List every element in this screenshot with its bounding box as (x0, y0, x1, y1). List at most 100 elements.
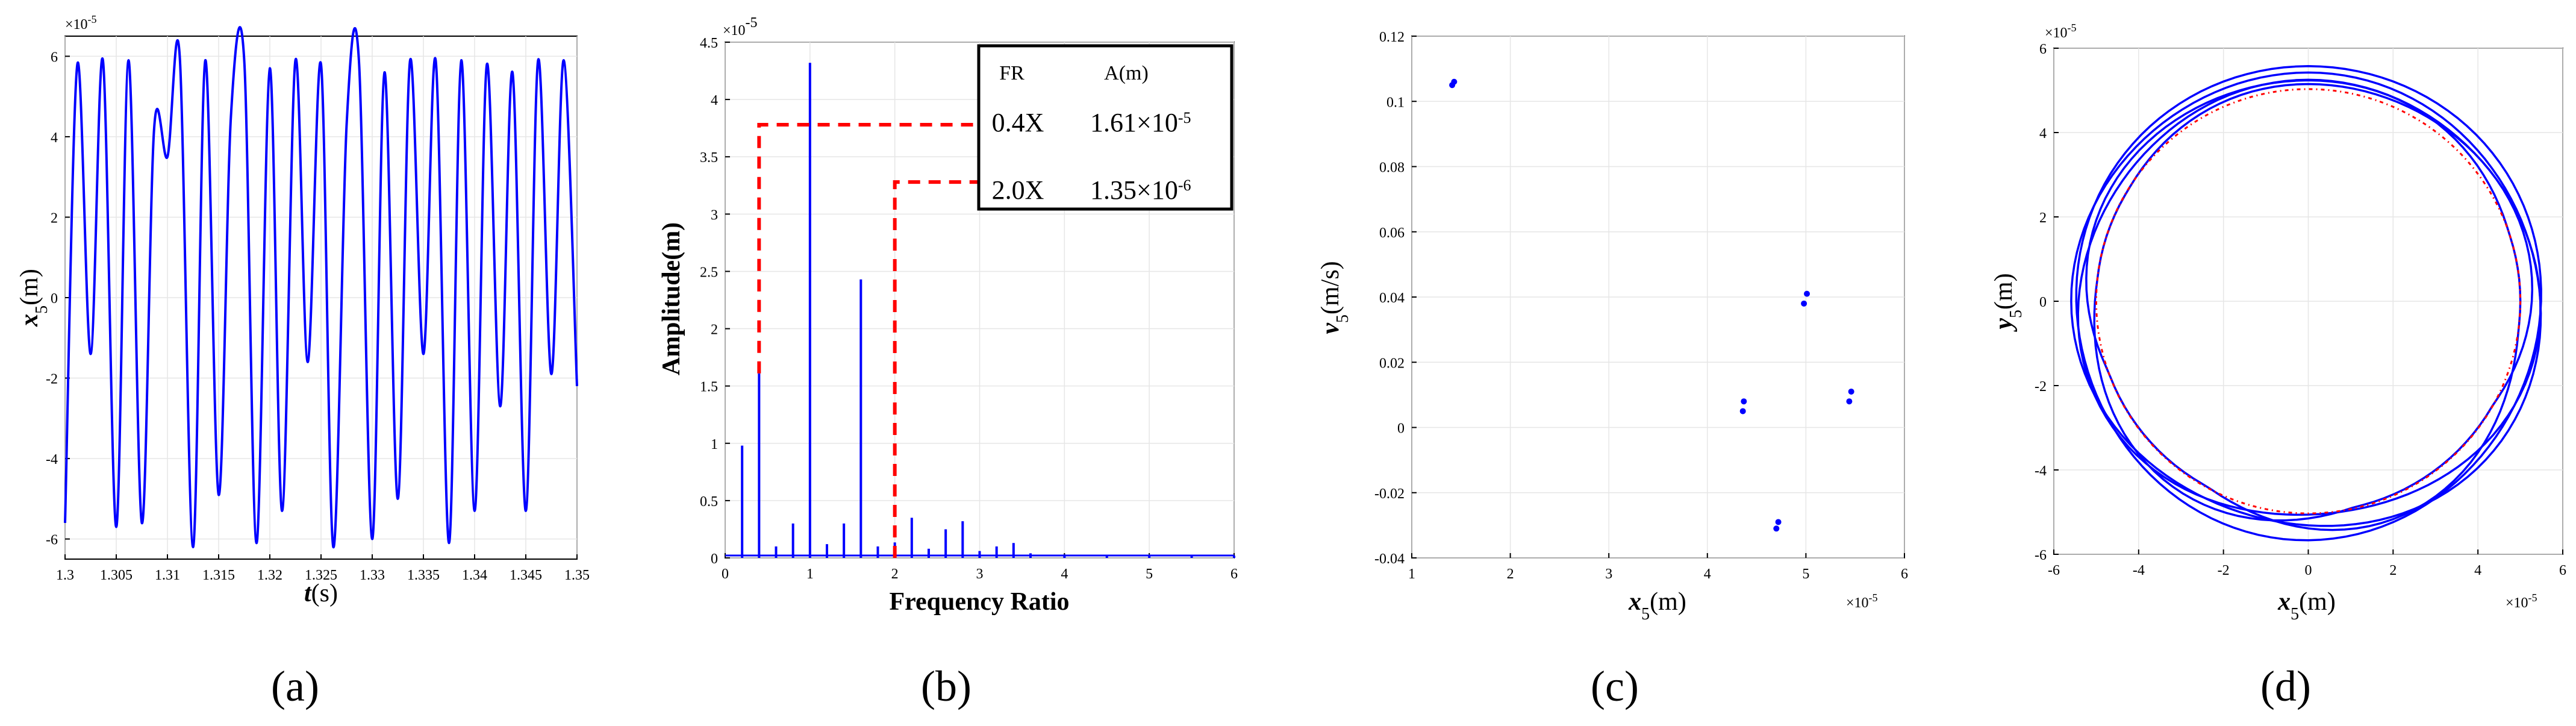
panel-a-caption: (a) (271, 662, 319, 710)
x-tick-label: 1.31 (155, 568, 180, 583)
panel-b-xlabel: Frequency Ratio (889, 588, 1069, 616)
panel-c-points (1449, 78, 1854, 532)
y-tick-label: 1.5 (700, 380, 718, 395)
panel-a-grid (64, 36, 578, 559)
y-tick-label: 6 (2039, 42, 2047, 57)
panel-d-exponent-x: ×10-5 (2506, 592, 2537, 611)
x-tick-label: 6 (1230, 566, 1238, 582)
x-tick-label: 1.325 (305, 568, 337, 583)
panel-a-exponent: ×10-5 (65, 13, 97, 33)
panel-d: -6 -4 -2 0 2 4 6 -6 -4 -2 0 2 4 6 ×10-5 ×10-5 y5(m) x… (1990, 22, 2566, 710)
x-tick-label: 0 (2305, 563, 2312, 578)
y-tick-label: -2 (2035, 379, 2047, 395)
x-tick-label: 6 (1901, 566, 1908, 582)
x-tick-label: -4 (2133, 563, 2145, 578)
y-tick-label: 6 (51, 49, 58, 65)
panel-d-ticks: -6 -4 -2 0 2 4 6 -6 -4 -2 0 2 4 6 (2035, 42, 2566, 578)
y-tick-label: 4.5 (700, 36, 718, 51)
y-tick-label: 0 (711, 551, 718, 567)
panel-d-clearance-circle (2095, 88, 2522, 515)
x-tick-label: -6 (2048, 563, 2060, 578)
legend-table-box (977, 44, 1233, 211)
panel-a-ticks: 1.3 1.305 1.31 1.315 1.32 1.325 1.33 1.335 1.34 1… (46, 49, 590, 583)
orbit-loop (2093, 83, 2534, 522)
panel-a: 1.3 1.305 1.31 1.315 1.32 1.325 1.33 1.335 1.34 1… (16, 13, 590, 710)
y-tick-label: 4 (51, 130, 58, 146)
y-tick-label: -4 (46, 452, 58, 468)
y-tick-label: 2 (2039, 210, 2047, 226)
panel-c-ticks: 1 2 3 4 5 6 -0.04 -0.02 0 0.02 0.04 0.06 0.08 0.1 0.12 (1374, 30, 1908, 582)
y-tick-label: -4 (2035, 463, 2047, 479)
y-tick-label: 0.12 (1379, 30, 1405, 45)
x-tick-label: 1.3 (56, 568, 74, 583)
panel-a-time-trace (64, 26, 578, 549)
x-tick-label: 2 (1507, 566, 1514, 582)
x-tick-label: 5 (1146, 566, 1153, 582)
y-tick-label: 0 (51, 291, 58, 307)
x-tick-label: 4 (1061, 566, 1068, 582)
panel-c: 1 2 3 4 5 6 -0.04 -0.02 0 0.02 0.04 0.06 0.08 0.1 0.12… (1317, 30, 1908, 710)
y-tick-label: 0.06 (1379, 225, 1405, 241)
x-tick-label: 0 (722, 566, 729, 582)
panel-d-ylabel: y5(m) (1990, 273, 2026, 332)
panel-a-ylabel: x5(m) (16, 269, 51, 327)
x-tick-label: 1.32 (257, 568, 282, 583)
panel-b: 0 1 2 3 4 5 6 0 0.5 1 1.5 2 2.5 3 3.5 4 4.5 FR A(m) 0.4X… (658, 15, 1238, 710)
panel-b-annotation-2.0x (893, 180, 979, 558)
y-tick-label: 2 (711, 322, 718, 338)
x-tick-label: 2 (891, 566, 899, 582)
x-tick-label: 3 (1605, 566, 1612, 582)
poincare-point (1804, 290, 1810, 297)
x-tick-label: 1.33 (360, 568, 385, 583)
y-tick-label: 4 (2039, 126, 2047, 142)
orbit-loop (2077, 78, 2542, 516)
x-tick-label: 1.345 (510, 568, 542, 583)
y-tick-label: 3.5 (700, 150, 718, 166)
y-tick-label: 0.08 (1379, 160, 1405, 176)
panel-b-caption: (b) (921, 662, 971, 710)
y-tick-label: -6 (2035, 548, 2047, 563)
poincare-point (1739, 408, 1746, 415)
y-tick-label: 2.5 (700, 264, 718, 280)
panel-a-xlabel: t(s) (304, 580, 338, 607)
panel-b-exponent: ×10-5 (723, 15, 758, 39)
panel-c-exponent: ×10-5 (1846, 592, 1878, 611)
x-tick-label: 4 (1704, 566, 1711, 582)
poincare-point (1741, 398, 1747, 405)
x-tick-label: -2 (2218, 563, 2230, 578)
panel-c-caption: (c) (1591, 662, 1639, 710)
panel-b-ylabel: Amplitude(m) (658, 222, 685, 375)
panel-d-xlabel: x5(m) (2277, 588, 2336, 624)
panel-b-legend-table: FR A(m) 0.4X 1.61×10-5 2.0X 1.35×10-6 (977, 44, 1233, 211)
panel-d-grid (2053, 48, 2563, 555)
x-tick-label: 1 (1408, 566, 1415, 582)
legend-row2-amp: 1.35×10-6 (1090, 175, 1191, 205)
y-tick-label: 0.02 (1379, 355, 1405, 371)
legend-row2-fr: 2.0X (992, 175, 1044, 205)
y-tick-label: -6 (46, 533, 58, 548)
x-tick-label: 3 (976, 566, 984, 582)
legend-header-fr: FR (999, 62, 1024, 84)
orbit-loop (2075, 65, 2542, 542)
y-tick-label: -0.02 (1374, 486, 1405, 502)
poincare-point (1846, 398, 1853, 405)
y-tick-label: 0 (2039, 295, 2047, 310)
x-tick-label: 1.335 (407, 568, 440, 583)
x-tick-label: 6 (2559, 563, 2566, 578)
y-tick-label: -0.04 (1374, 551, 1405, 567)
panel-b-annotation-0.4x (757, 122, 979, 374)
legend-header-amp: A(m) (1104, 62, 1149, 84)
x-tick-label: 2 (2389, 563, 2397, 578)
poincare-point (1451, 78, 1458, 85)
panel-c-xlabel: x5(m) (1628, 588, 1686, 624)
panel-d-exponent-y: ×10-5 (2045, 22, 2077, 41)
panel-b-bars (741, 63, 1235, 558)
legend-row1-fr: 0.4X (992, 108, 1044, 137)
y-tick-label: 0.5 (700, 494, 718, 510)
x-tick-label: 1.34 (462, 568, 487, 583)
y-tick-label: 1 (711, 437, 718, 452)
panel-b-ticks: 0 1 2 3 4 5 6 0 0.5 1 1.5 2 2.5 3 3.5 4 4.5 (700, 36, 1238, 582)
y-tick-label: 4 (711, 93, 718, 108)
poincare-point (1773, 525, 1780, 532)
